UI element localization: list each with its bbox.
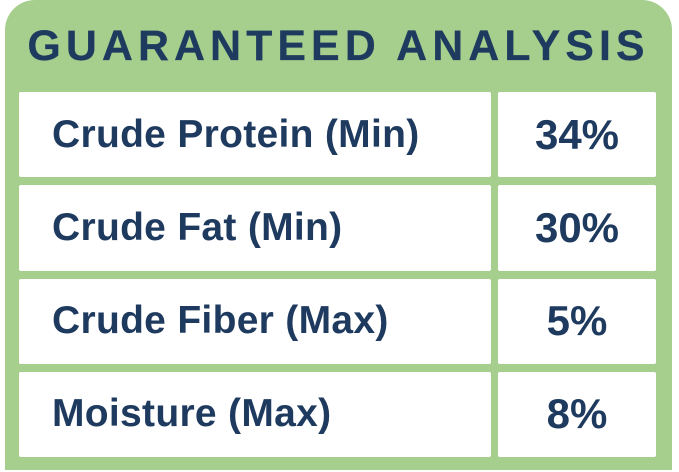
- row-crude-fat-label: Crude Fat (Min): [19, 185, 491, 271]
- analysis-table: Crude Protein (Min) 34% Crude Fat (Min) …: [5, 92, 672, 470]
- analysis-panel: GUARANTEED ANALYSIS Crude Protein (Min) …: [5, 0, 672, 470]
- row-crude-protein-label: Crude Protein (Min): [19, 92, 491, 178]
- row-moisture-label: Moisture (Max): [19, 371, 491, 457]
- row-crude-fat-value: 30%: [498, 185, 656, 271]
- row-moisture-value: 8%: [498, 371, 656, 457]
- row-crude-protein-value: 34%: [498, 92, 656, 178]
- row-crude-fiber-value: 5%: [498, 278, 656, 364]
- row-crude-fiber-label: Crude Fiber (Max): [19, 278, 491, 364]
- panel-header: GUARANTEED ANALYSIS: [5, 0, 672, 92]
- panel-title: GUARANTEED ANALYSIS: [27, 21, 650, 70]
